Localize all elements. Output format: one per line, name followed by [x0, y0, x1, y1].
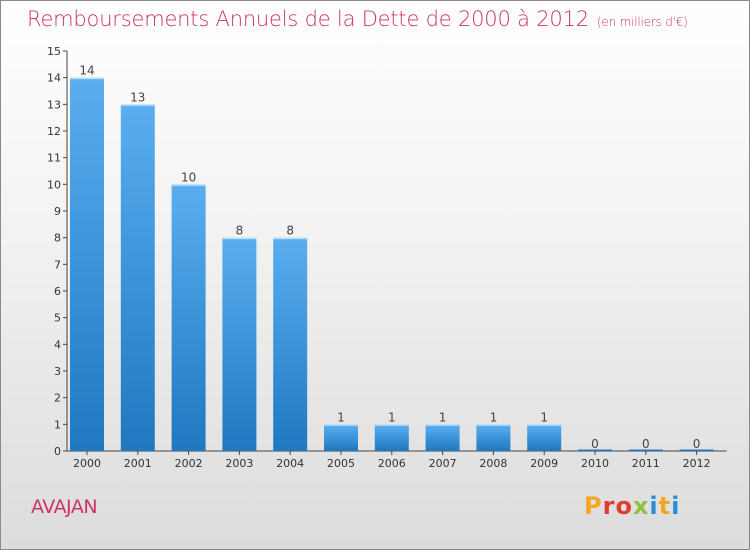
y-tick-label: 1: [54, 418, 61, 431]
data-label: 1: [490, 410, 498, 424]
x-tick-label: 2010: [581, 457, 609, 470]
x-tick-label: 2012: [683, 457, 711, 470]
y-tick-label: 0: [54, 445, 61, 458]
bar-highlight: [171, 184, 206, 186]
bar: [628, 449, 663, 451]
y-tick-label: 12: [47, 125, 61, 138]
logo-letter: r: [602, 492, 616, 520]
data-label: 0: [693, 437, 701, 451]
x-tick-label: 2002: [175, 457, 203, 470]
x-tick-label: 2011: [632, 457, 660, 470]
logo-letter: x: [632, 492, 650, 520]
bar: [425, 424, 460, 451]
data-label: 0: [642, 437, 650, 451]
y-tick-label: 4: [54, 338, 61, 351]
data-label: 1: [439, 410, 447, 424]
bar: [679, 449, 714, 451]
bar-highlight: [527, 424, 562, 426]
y-tick-label: 11: [47, 152, 61, 165]
bar: [70, 77, 104, 452]
bar: [273, 237, 308, 451]
data-label: 1: [540, 410, 548, 424]
y-tick-label: 6: [54, 285, 61, 298]
proxiti-logo: Proxiti: [584, 492, 680, 520]
y-tick-label: 14: [47, 72, 61, 85]
y-tick-label: 5: [54, 312, 61, 325]
bar-highlight: [425, 424, 460, 426]
logo-letter: i: [671, 492, 681, 520]
bar-highlight: [273, 237, 308, 240]
x-tick-label: 2006: [378, 457, 406, 470]
bar-highlight: [120, 104, 155, 106]
bar: [171, 184, 206, 452]
data-label: 1: [388, 410, 396, 424]
logo-letter: t: [658, 492, 672, 520]
logo-letter: i: [649, 492, 659, 520]
bar-highlight: [324, 424, 358, 426]
bar-highlight: [70, 77, 104, 80]
data-label: 14: [79, 64, 94, 78]
y-tick-label: 13: [47, 98, 61, 111]
y-tick-label: 15: [47, 45, 61, 58]
bar: [476, 424, 511, 451]
chart-title: Remboursements Annuels de la Dette de 20…: [27, 7, 688, 31]
x-tick-label: 2001: [124, 457, 152, 470]
x-tick-label: 2009: [530, 457, 558, 470]
bar: [222, 237, 257, 451]
bar: [324, 424, 358, 451]
x-tick-label: 2005: [327, 457, 355, 470]
bar: [120, 104, 155, 451]
y-tick-label: 7: [54, 258, 61, 271]
bar-highlight: [374, 424, 409, 426]
bar-highlight: [222, 237, 257, 240]
logo-letter: P: [584, 492, 603, 520]
logo-letter: o: [615, 492, 633, 520]
title-text: Remboursements Annuels de la Dette de 20…: [27, 7, 589, 31]
y-tick-label: 9: [54, 205, 61, 218]
title-unit: (en milliers d'€): [596, 15, 688, 29]
bar-highlight: [476, 424, 511, 426]
y-tick-label: 8: [54, 232, 61, 245]
data-label: 1: [337, 410, 345, 424]
data-label: 0: [591, 437, 599, 451]
y-tick-label: 3: [54, 365, 61, 378]
bar: [578, 449, 612, 451]
x-tick-label: 2004: [276, 457, 304, 470]
x-tick-label: 2008: [479, 457, 507, 470]
x-tick-label: 2000: [73, 457, 101, 470]
x-tick-label: 2007: [429, 457, 457, 470]
data-label: 13: [130, 90, 145, 104]
data-label: 10: [181, 170, 196, 184]
x-tick-label: 2003: [225, 457, 253, 470]
y-tick-label: 2: [54, 392, 61, 405]
bar: [374, 424, 409, 451]
y-tick-label: 10: [47, 178, 61, 191]
data-label: 8: [236, 224, 244, 238]
data-label: 8: [286, 224, 294, 238]
bar: [527, 424, 562, 451]
commune-name: AVAJAN: [31, 496, 98, 518]
